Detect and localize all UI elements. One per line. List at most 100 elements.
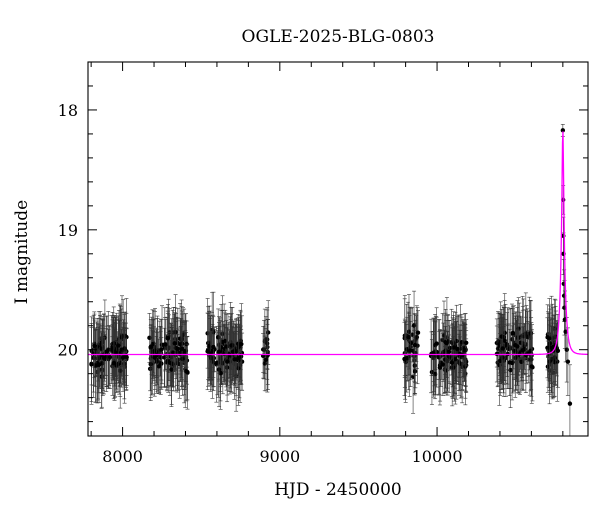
data-point xyxy=(451,345,456,350)
data-point xyxy=(179,346,185,351)
data-point xyxy=(122,354,128,359)
data-point xyxy=(263,357,269,362)
chart-title: OGLE-2025-BLG-0803 xyxy=(242,27,435,47)
data-point xyxy=(227,353,233,358)
data-point xyxy=(165,359,170,364)
data-point xyxy=(449,360,455,365)
data-point xyxy=(529,357,534,362)
data-point xyxy=(510,330,516,336)
data-point xyxy=(104,349,110,354)
data-point xyxy=(159,342,165,347)
plot-area xyxy=(88,123,588,436)
data-point xyxy=(209,355,214,361)
data-point xyxy=(101,355,107,361)
data-point xyxy=(229,343,234,348)
data-point xyxy=(169,367,174,372)
data-point xyxy=(408,348,413,353)
y-axis-label: I magnitude xyxy=(12,200,32,304)
data-point xyxy=(440,362,446,367)
data-point xyxy=(93,363,99,368)
data-point xyxy=(234,349,239,354)
data-point xyxy=(89,362,94,367)
data-point xyxy=(437,354,442,360)
data-point xyxy=(500,346,505,351)
data-point xyxy=(463,348,468,353)
data-point xyxy=(502,338,507,343)
data-point xyxy=(447,345,453,351)
data-point xyxy=(185,369,190,375)
data-point xyxy=(239,341,244,347)
data-point xyxy=(91,351,96,356)
data-point xyxy=(455,346,460,352)
data-point xyxy=(459,340,465,345)
data-point xyxy=(218,370,223,376)
y-tick-label: 19 xyxy=(58,221,78,240)
data-point xyxy=(211,344,216,350)
data-point xyxy=(444,341,449,346)
peak-data-point xyxy=(562,317,568,322)
peak-data-point xyxy=(560,128,566,133)
data-point xyxy=(443,357,448,362)
data-point xyxy=(406,335,411,340)
data-point xyxy=(457,361,463,366)
data-point xyxy=(171,350,176,355)
data-point xyxy=(236,356,241,361)
data-point xyxy=(224,344,229,349)
data-point xyxy=(415,330,421,335)
data-point xyxy=(550,356,555,362)
data-point xyxy=(498,358,503,364)
data-point xyxy=(116,355,122,360)
plot-frame xyxy=(87,61,589,437)
data-point xyxy=(223,338,228,344)
data-point xyxy=(158,355,164,360)
data-point xyxy=(552,359,558,365)
data-point xyxy=(408,340,414,346)
data-point xyxy=(412,363,417,368)
data-point xyxy=(122,346,127,351)
data-point xyxy=(452,357,458,362)
data-layer xyxy=(88,123,588,436)
x-tick-label: 9000 xyxy=(259,447,300,466)
x-axis-label: HJD - 2450000 xyxy=(274,480,402,500)
axes: 8000 9000 10000 18 19 20 xyxy=(58,61,589,466)
data-point xyxy=(159,347,164,352)
data-point xyxy=(205,349,210,354)
data-point xyxy=(412,342,418,348)
model-curve xyxy=(88,131,588,356)
data-point xyxy=(555,348,561,353)
data-point xyxy=(529,364,534,369)
data-point xyxy=(550,344,556,350)
data-point xyxy=(411,323,417,328)
data-point xyxy=(216,349,222,355)
data-point xyxy=(173,329,178,335)
data-point xyxy=(261,347,267,352)
data-point xyxy=(172,341,178,346)
data-point xyxy=(547,341,553,346)
y-tick-label: 20 xyxy=(58,341,78,360)
data-point xyxy=(225,359,230,364)
data-point xyxy=(163,342,168,347)
data-point xyxy=(547,336,552,341)
data-point xyxy=(116,343,121,348)
data-point xyxy=(513,342,518,348)
data-point xyxy=(175,346,181,351)
data-point xyxy=(446,349,452,355)
peak-data-point xyxy=(564,347,569,352)
data-point xyxy=(437,365,443,370)
data-point xyxy=(507,360,512,365)
data-point xyxy=(434,341,439,346)
data-point xyxy=(463,340,469,345)
data-point xyxy=(520,348,525,353)
data-point xyxy=(111,361,116,366)
data-point xyxy=(165,336,170,341)
data-point xyxy=(152,355,157,360)
peak-data-point xyxy=(565,359,571,364)
data-point xyxy=(404,356,409,361)
data-point xyxy=(232,357,237,362)
data-point xyxy=(499,334,504,339)
x-tick-label: 10000 xyxy=(412,447,463,466)
data-point xyxy=(500,355,505,360)
data-point xyxy=(148,344,154,349)
peak-data-point xyxy=(567,401,573,406)
